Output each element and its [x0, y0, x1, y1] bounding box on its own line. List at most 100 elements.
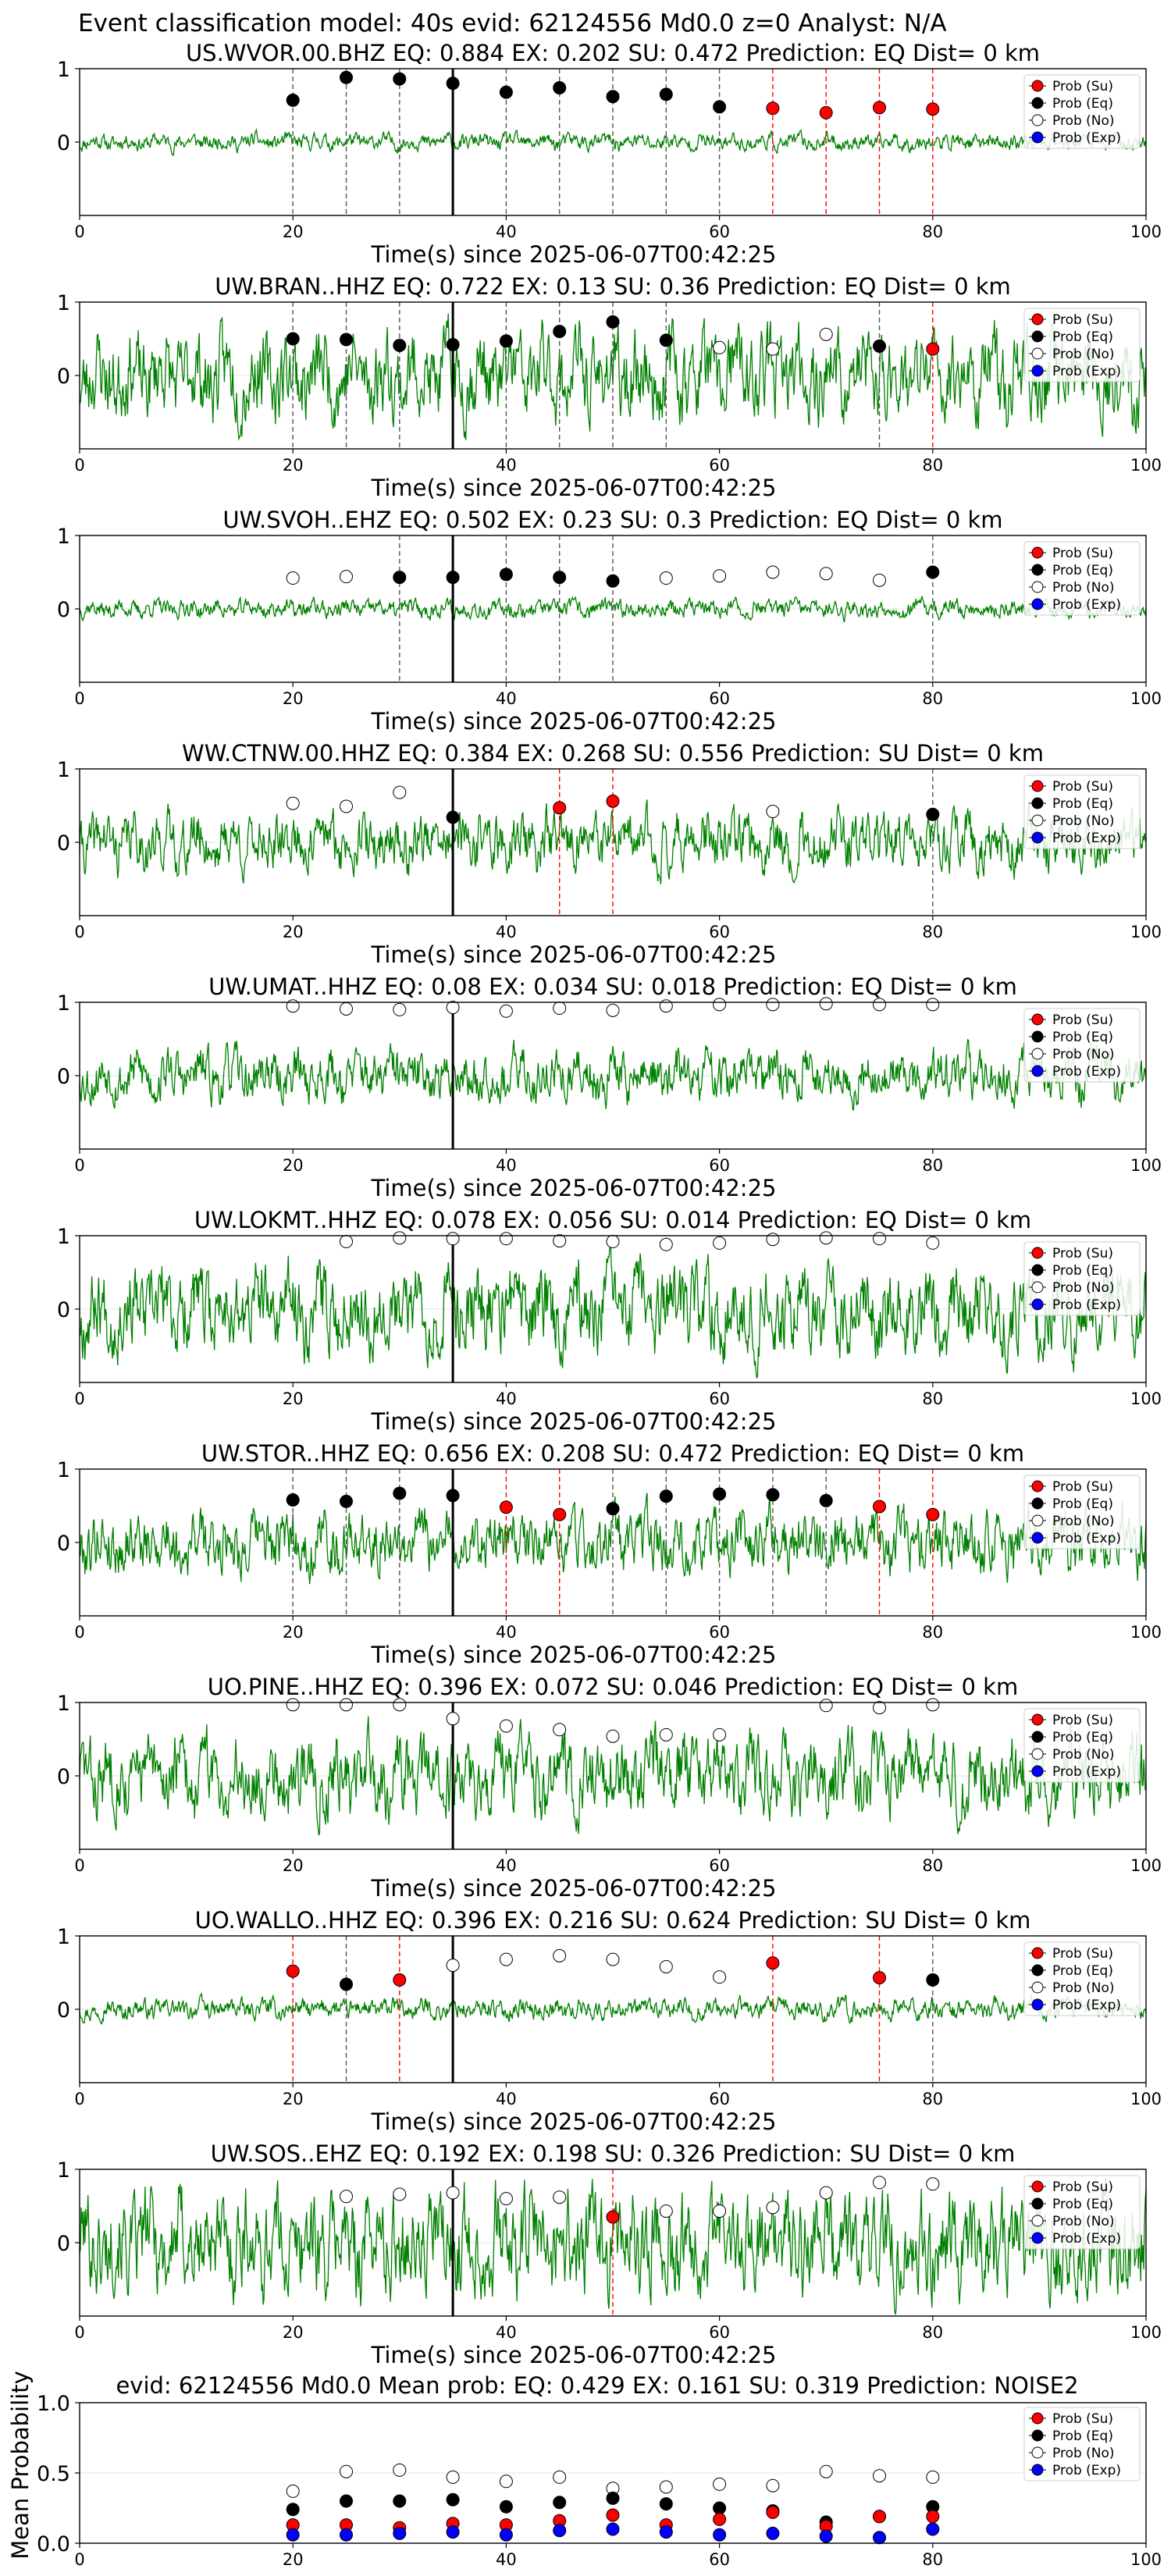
prob-point-eq — [926, 1973, 940, 1987]
legend-label-no: Prob (No) — [1052, 1280, 1115, 1296]
legend-marker-no — [1031, 1048, 1044, 1060]
x-axis-label: Time(s) since 2025-06-07T00:42:25 — [371, 1642, 777, 1668]
prob-point-eq — [766, 1488, 780, 1502]
legend-marker-no — [1031, 347, 1044, 360]
prob-point-no — [553, 1002, 567, 1016]
mean-point-su — [926, 2510, 940, 2524]
prob-point-no — [286, 1698, 300, 1712]
prob-point-no — [446, 2186, 460, 2200]
x-tick-label: 80 — [922, 689, 943, 708]
legend-label-exp: Prob (Exp) — [1052, 1064, 1121, 1080]
legend-label-exp: Prob (Exp) — [1052, 2231, 1121, 2247]
prob-point-eq — [340, 1494, 353, 1508]
prob-point-no — [819, 1699, 833, 1713]
mean-point-eq — [340, 2494, 353, 2508]
mean-point-exp — [446, 2525, 460, 2539]
y-tick-label: 1 — [57, 1225, 70, 1249]
y-tick-label: 1 — [57, 758, 70, 782]
x-axis-label: Time(s) since 2025-06-07T00:42:25 — [371, 1175, 777, 1201]
prob-point-no — [713, 998, 727, 1012]
legend-marker-su — [1031, 2180, 1044, 2193]
mean-point-su — [713, 2512, 727, 2526]
legend-label-eq: Prob (Eq) — [1052, 1730, 1113, 1745]
y-tick-label: 0 — [57, 831, 70, 856]
mean-point-exp — [873, 2531, 886, 2545]
legend-label-su: Prob (Su) — [1052, 1246, 1113, 1261]
prob-point-su — [873, 1971, 886, 1985]
prob-point-no — [606, 1952, 620, 1966]
prob-point-su — [286, 1964, 300, 1978]
legend-label-su: Prob (Su) — [1052, 2179, 1113, 2195]
x-tick-label: 40 — [496, 923, 517, 941]
y-tick-label: 1 — [57, 291, 70, 315]
x-tick-label: 80 — [922, 1389, 943, 1408]
x-tick-label: 20 — [283, 2323, 304, 2342]
prob-point-no — [659, 1727, 673, 1742]
x-tick-label: 80 — [922, 1856, 943, 1875]
legend-marker-exp — [1031, 2464, 1044, 2476]
prob-point-eq — [659, 87, 673, 101]
legend-marker-exp — [1031, 1065, 1044, 1077]
legend-marker-eq — [1031, 1964, 1044, 1976]
y-axis-label: Mean Probability — [7, 2371, 34, 2560]
panel-title: UW.SVOH..EHZ EQ: 0.502 EX: 0.23 SU: 0.3 … — [222, 507, 1002, 533]
y-tick-label: 0 — [57, 2232, 70, 2256]
x-axis-label: Time(s) since 2025-06-07T00:42:25 — [371, 2108, 777, 2135]
x-tick-label: 40 — [496, 1389, 517, 1408]
x-tick-label: 100 — [1130, 1623, 1162, 1642]
prob-point-no — [553, 2190, 567, 2204]
x-tick-label: 0 — [74, 456, 84, 475]
panel-title: evid: 62124556 Md0.0 Mean prob: EQ: 0.42… — [116, 2372, 1078, 2399]
prob-point-no — [659, 1959, 673, 1973]
x-tick-label: 40 — [496, 1856, 517, 1875]
legend-label-su: Prob (Su) — [1052, 79, 1113, 94]
prob-point-no — [819, 567, 833, 581]
legend: Prob (Su)Prob (Eq)Prob (No)Prob (Exp) — [1023, 541, 1141, 616]
prob-point-no — [873, 1701, 886, 1715]
x-tick-label: 20 — [283, 923, 304, 941]
x-tick-label: 0 — [74, 2550, 84, 2569]
y-tick-label: 1 — [57, 58, 70, 82]
panel-title: UO.PINE..HHZ EQ: 0.396 EX: 0.072 SU: 0.0… — [208, 1674, 1018, 1700]
legend-label-exp: Prob (Exp) — [1052, 1764, 1121, 1780]
y-tick-label: 1 — [57, 1458, 70, 1482]
mean-point-eq — [713, 2501, 727, 2515]
legend-frame — [1023, 774, 1141, 849]
station-panel: 0 20 40 60 80 100 0 1 UW.UMAT..HHZ EQ: 0.08 EX: … — [57, 973, 1162, 1201]
prob-point-no — [340, 799, 353, 813]
station-panel: 0 20 40 60 80 100 0 1 UO.WALLO..HHZ EQ: 0.396 EX… — [57, 1907, 1162, 2135]
prob-point-no — [499, 1232, 513, 1246]
panel-title: WW.CTNW.00.HHZ EQ: 0.384 EX: 0.268 SU: 0… — [182, 740, 1044, 767]
x-tick-label: 40 — [496, 222, 517, 241]
prob-point-su — [553, 1507, 567, 1521]
y-tick-label: 0 — [57, 598, 70, 622]
x-tick-label: 60 — [709, 1156, 730, 1175]
x-tick-label: 60 — [709, 222, 730, 241]
x-tick-label: 80 — [922, 456, 943, 475]
prob-point-no — [340, 1002, 353, 1016]
legend-marker-su — [1031, 1247, 1044, 1259]
x-axis-label: Time(s) since 2025-06-07T00:42:25 — [371, 941, 777, 968]
mean-point-no — [446, 2470, 460, 2484]
legend: Prob (Su)Prob (Eq)Prob (No)Prob (Exp) — [1023, 308, 1141, 382]
x-tick-label: 60 — [709, 1389, 730, 1408]
prob-point-no — [446, 1001, 460, 1015]
x-tick-label: 0 — [74, 689, 84, 708]
x-tick-label: 40 — [496, 689, 517, 708]
waveform-trace — [79, 1716, 1147, 1836]
x-axis-label: Time(s) since 2025-06-07T00:42:25 — [371, 1875, 777, 1902]
legend-label-eq: Prob (Eq) — [1052, 563, 1113, 578]
station-panel: 0 20 40 60 80 100 0 1 UO.PINE..HHZ EQ: 0.396 EX:… — [57, 1674, 1162, 1902]
prob-point-su — [926, 1507, 940, 1521]
y-tick-label: 0.0 — [37, 2532, 70, 2556]
prob-point-eq — [659, 333, 673, 347]
prob-point-eq — [926, 807, 940, 821]
legend-label-no: Prob (No) — [1052, 1514, 1115, 1529]
prob-point-su — [553, 801, 567, 815]
legend-frame — [1023, 541, 1141, 616]
legend-marker-su — [1031, 1480, 1044, 1493]
y-tick-label: 0 — [57, 1765, 70, 1789]
panel-title: UO.WALLO..HHZ EQ: 0.396 EX: 0.216 SU: 0.… — [195, 1907, 1031, 1934]
prob-point-no — [606, 1235, 620, 1249]
prob-point-no — [659, 1237, 673, 1251]
